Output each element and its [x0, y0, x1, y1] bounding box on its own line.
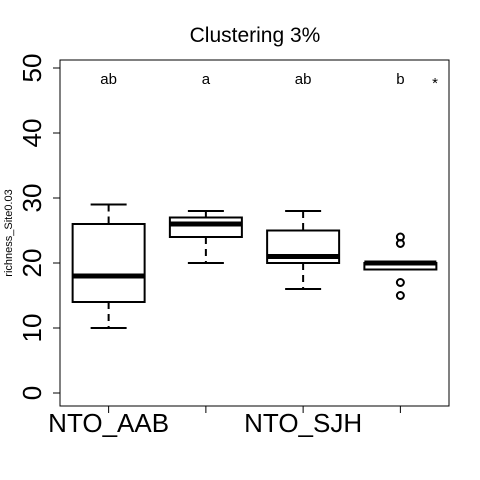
y-tick-label: 40 — [17, 119, 47, 148]
outlier-point — [395, 232, 405, 242]
group-letter: ab — [100, 71, 117, 88]
significance-mark: * — [432, 75, 438, 92]
group-letter: ab — [295, 71, 312, 88]
y-tick-label: 50 — [17, 54, 47, 83]
y-tick-label: 0 — [17, 386, 47, 400]
group-letter: b — [396, 71, 404, 88]
y-axis-label: richness_Site0.03 — [3, 189, 15, 276]
y-tick-label: 10 — [17, 314, 47, 343]
x-tick-label: NTO_AAB — [48, 408, 169, 438]
y-tick-label: 20 — [17, 249, 47, 278]
group-letter: a — [202, 71, 211, 88]
iqr-box — [168, 216, 243, 238]
x-tick-label: NTO_SJH — [244, 408, 362, 438]
iqr-box — [71, 223, 146, 303]
y-tick-label: 30 — [17, 184, 47, 213]
outlier-point — [395, 291, 405, 300]
chart-title: Clustering 3% — [190, 24, 321, 47]
outlier-point — [395, 278, 405, 287]
